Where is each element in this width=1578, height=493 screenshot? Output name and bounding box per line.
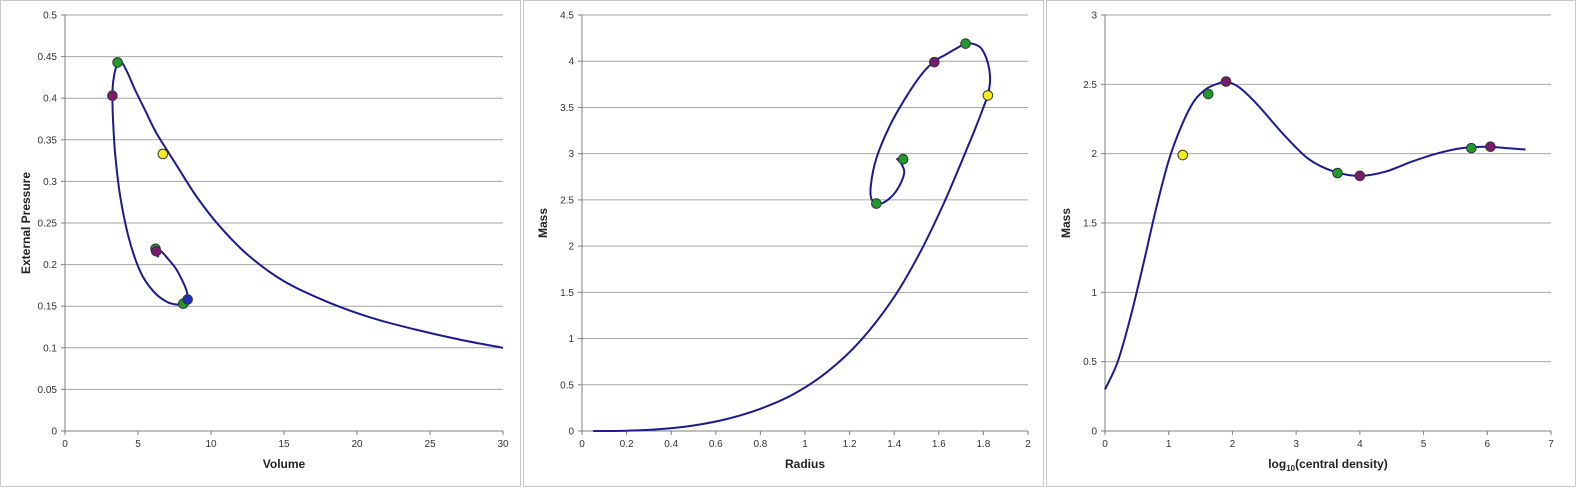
data-point-green bbox=[1202, 88, 1214, 100]
y-tick-label: 1 bbox=[1091, 288, 1097, 299]
x-axis-label: Volume bbox=[263, 457, 306, 471]
x-tick-label: 1 bbox=[802, 439, 808, 450]
chart-panel-pressure-volume: 0 0.05 0.1 0.15 0.2 0.25 0.3 0.35 0.4 0.45 0.5 0 5 10… bbox=[0, 0, 521, 487]
x-tick-label: 0.6 bbox=[709, 439, 723, 450]
x-tick-label: 0 bbox=[579, 439, 585, 450]
y-tick-label: 2.5 bbox=[560, 195, 574, 206]
x-tick-label: 1.2 bbox=[843, 439, 857, 450]
data-point-purple bbox=[1354, 170, 1366, 182]
x-tick-label: 2 bbox=[1025, 439, 1031, 450]
y-tick-label: 0 bbox=[1091, 427, 1097, 438]
x-tick-label: 1 bbox=[1166, 439, 1172, 450]
x-tick-label: 0.2 bbox=[620, 439, 634, 450]
y-tick-label: 0.45 bbox=[38, 52, 58, 63]
chart-panel-mass-density: 0 0.5 1 1.5 2 2.5 3 0 1 2 3 4 5 6 7 log10(central densi… bbox=[1046, 0, 1576, 487]
data-point-green bbox=[871, 198, 882, 209]
x-tick-label: 0 bbox=[1102, 439, 1108, 450]
y-tick-label: 0.4 bbox=[43, 94, 57, 105]
y-tick-label: 0.35 bbox=[38, 135, 58, 146]
pressure-volume-chart: 0 0.05 0.1 0.15 0.2 0.25 0.3 0.35 0.4 0.45 0.5 0 5 10… bbox=[19, 11, 509, 472]
y-tick-label: 0.3 bbox=[43, 177, 57, 188]
y-tick-label: 4.5 bbox=[560, 11, 574, 22]
data-point-purple bbox=[1485, 141, 1496, 153]
y-tick-label: 1.5 bbox=[1083, 219, 1097, 230]
data-point-green bbox=[1466, 142, 1477, 154]
chart-panel-mass-radius: 0 0.5 1 1.5 2 2.5 3 3.5 4 4.5 0 0.2 0.4 0.6 0.8 1 1.2 1.4… bbox=[523, 0, 1044, 487]
x-tick-label: 1.6 bbox=[932, 439, 946, 450]
y-tick-label: 0 bbox=[568, 427, 574, 438]
y-tick-label: 0.1 bbox=[43, 343, 57, 354]
data-point-purple bbox=[929, 56, 940, 68]
x-tick-label: 6 bbox=[1485, 439, 1491, 450]
y-axis-label: Mass bbox=[536, 208, 550, 238]
y-tick-label: 3 bbox=[1091, 11, 1097, 22]
y-axis-label: Mass bbox=[1059, 208, 1073, 238]
y-tick-label: 0.5 bbox=[43, 11, 57, 22]
data-point-green bbox=[1332, 167, 1343, 179]
x-tick-label: 2 bbox=[1230, 439, 1236, 450]
x-tick-label: 0.8 bbox=[753, 439, 767, 450]
x-tick-label: 0.4 bbox=[664, 439, 678, 450]
y-tick-label: 0.5 bbox=[1083, 357, 1097, 368]
series-line bbox=[1104, 80, 1526, 390]
data-point-green bbox=[960, 38, 971, 49]
y-axis-label: External Pressure bbox=[19, 172, 33, 274]
x-tick-label: 25 bbox=[424, 439, 436, 450]
x-axis-label: Radius bbox=[785, 457, 825, 471]
data-point-purple bbox=[107, 90, 118, 102]
mass-density-chart: 0 0.5 1 1.5 2 2.5 3 0 1 2 3 4 5 6 7 log10(central densi… bbox=[1059, 11, 1554, 474]
y-tick-label: 3 bbox=[568, 149, 574, 160]
y-tick-label: 2 bbox=[1091, 149, 1097, 160]
series-line bbox=[593, 42, 992, 432]
x-tick-label: 4 bbox=[1357, 439, 1363, 450]
y-tick-label: 0.15 bbox=[38, 302, 58, 313]
x-tick-label: 15 bbox=[278, 439, 290, 450]
y-tick-label: 1 bbox=[568, 334, 574, 345]
y-tick-label: 1.5 bbox=[560, 288, 574, 299]
x-tick-label: 0 bbox=[62, 439, 68, 450]
x-tick-label: 3 bbox=[1293, 439, 1299, 450]
x-tick-label: 7 bbox=[1548, 439, 1554, 450]
data-point-blue bbox=[182, 294, 193, 305]
x-tick-label: 5 bbox=[135, 439, 141, 450]
y-tick-label: 0 bbox=[51, 427, 57, 438]
data-point-green bbox=[897, 153, 909, 165]
data-point-purple bbox=[150, 245, 162, 257]
x-tick-label: 5 bbox=[1421, 439, 1427, 450]
y-tick-label: 0.25 bbox=[38, 219, 58, 230]
x-axis-label: log10(central density) bbox=[1268, 457, 1388, 473]
x-tick-label: 20 bbox=[351, 439, 363, 450]
x-tick-label: 30 bbox=[497, 439, 509, 450]
mass-radius-chart: 0 0.5 1 1.5 2 2.5 3 3.5 4 4.5 0 0.2 0.4 0.6 0.8 1 1.2 1.4… bbox=[536, 11, 1031, 472]
y-tick-label: 2 bbox=[568, 242, 574, 253]
y-tick-label: 2.5 bbox=[1083, 80, 1097, 91]
x-tick-label: 1.4 bbox=[887, 439, 901, 450]
data-point-yellow bbox=[157, 148, 169, 160]
data-point-purple bbox=[1220, 76, 1232, 87]
y-tick-label: 0.2 bbox=[43, 260, 57, 271]
y-tick-label: 4 bbox=[568, 57, 574, 68]
series-line bbox=[111, 59, 504, 349]
data-point-yellow bbox=[1177, 149, 1189, 161]
data-point-green bbox=[112, 57, 123, 68]
data-point-yellow bbox=[982, 90, 994, 101]
x-tick-label: 1.8 bbox=[976, 439, 990, 450]
x-tick-label: 10 bbox=[205, 439, 217, 450]
y-tick-label: 0.5 bbox=[560, 380, 574, 391]
y-tick-label: 3.5 bbox=[560, 103, 574, 114]
y-tick-label: 0.05 bbox=[38, 385, 58, 396]
